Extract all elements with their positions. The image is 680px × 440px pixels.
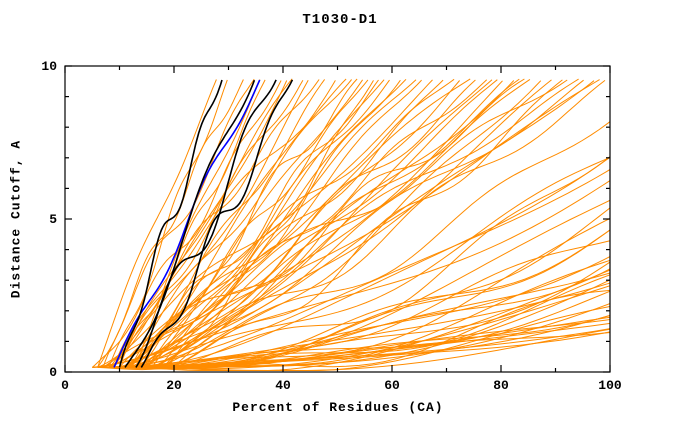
model-curve <box>108 80 288 368</box>
model-curve <box>113 78 347 368</box>
model-curve <box>151 79 364 368</box>
model-curve <box>135 79 277 368</box>
y-tick-label: 0 <box>49 365 57 380</box>
model-curve <box>141 285 610 370</box>
model-curve <box>162 78 579 368</box>
model-curve <box>152 79 552 368</box>
model-curve <box>146 79 488 368</box>
model-curve <box>168 78 407 368</box>
model-curve <box>135 328 610 371</box>
x-tick-label: 20 <box>166 378 182 393</box>
model-curve <box>141 269 610 371</box>
chart-title: T1030-D1 <box>302 12 378 28</box>
x-axis-label: Percent of Residues (CA) <box>232 400 444 415</box>
x-tick-label: 60 <box>384 378 400 393</box>
model-curve <box>151 78 531 368</box>
model-curve <box>97 79 417 368</box>
x-tick-label: 0 <box>61 378 69 393</box>
model-curve <box>173 303 610 368</box>
model-curve <box>113 80 503 368</box>
model-curve <box>102 79 568 368</box>
model-curve <box>163 79 563 368</box>
axis-ticks <box>64 65 611 373</box>
model-curve <box>124 79 584 368</box>
model-curve <box>97 155 610 371</box>
model-curve <box>168 268 610 369</box>
other-model-curves <box>91 78 610 371</box>
x-tick-label: 100 <box>598 378 622 393</box>
model-curve <box>135 79 369 368</box>
highlighted-curves-black <box>118 79 294 368</box>
model-curve <box>140 79 294 368</box>
y-tick-label: 10 <box>41 59 57 74</box>
model-curve <box>146 79 390 368</box>
curves-layer <box>91 78 610 371</box>
model-curve <box>119 78 471 368</box>
model-curve <box>135 79 261 368</box>
tick-labels: 0 20 40 60 80 100 0 5 10 <box>41 59 622 393</box>
model-curve <box>108 79 444 368</box>
model-curve <box>118 79 223 368</box>
model-curve <box>97 120 610 368</box>
model-curve <box>135 80 460 368</box>
model-curve <box>108 168 610 368</box>
model-curve <box>152 256 610 368</box>
model-curve <box>108 79 266 368</box>
model-curve <box>113 79 304 368</box>
model-curve <box>102 80 309 368</box>
model-curve <box>97 79 217 368</box>
model-curve <box>163 289 610 368</box>
x-tick-label: 80 <box>493 378 509 393</box>
model-curve <box>119 331 610 368</box>
model-curve <box>108 79 600 368</box>
model-curve <box>124 79 256 368</box>
model-curve <box>130 79 498 368</box>
model-curve <box>130 229 610 368</box>
model-curve <box>91 80 282 368</box>
model-curve <box>97 79 476 368</box>
model-curve <box>140 78 358 368</box>
x-tick-label: 40 <box>275 378 291 393</box>
model-curve <box>92 180 610 368</box>
y-tick-label: 5 <box>49 212 57 227</box>
model-curve <box>130 229 610 368</box>
model-curve <box>129 79 352 368</box>
model-curve <box>141 79 493 368</box>
model-curve <box>119 156 610 368</box>
model-curve <box>113 290 610 368</box>
model-curve <box>97 78 255 368</box>
model-curve <box>108 156 610 369</box>
